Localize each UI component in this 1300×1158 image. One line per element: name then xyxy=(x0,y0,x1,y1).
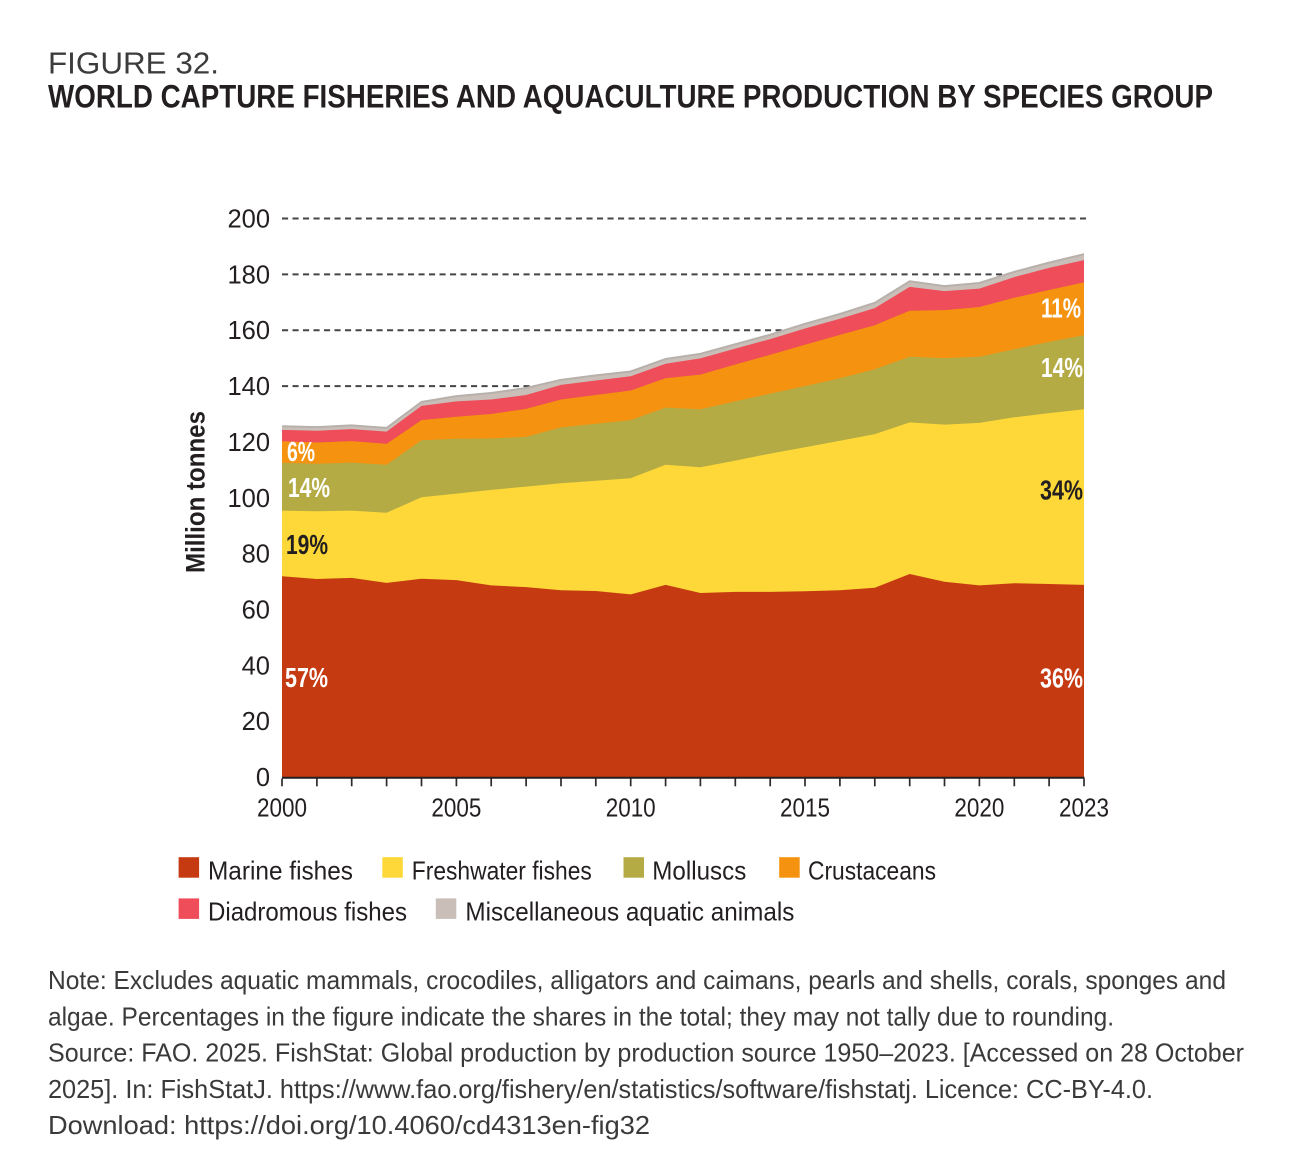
svg-text:40: 40 xyxy=(242,652,270,680)
svg-text:100: 100 xyxy=(227,485,270,513)
svg-text:2005: 2005 xyxy=(431,793,481,823)
svg-text:200: 200 xyxy=(227,206,270,234)
svg-text:60: 60 xyxy=(242,597,270,625)
svg-text:Crustaceans: Crustaceans xyxy=(808,856,936,886)
svg-text:160: 160 xyxy=(227,317,270,345)
svg-text:14%: 14% xyxy=(288,472,330,503)
svg-text:WORLD CAPTURE FISHERIES AND AQ: WORLD CAPTURE FISHERIES AND AQUACULTURE … xyxy=(48,79,1213,115)
svg-text:Marine fishes: Marine fishes xyxy=(208,856,353,886)
svg-text:34%: 34% xyxy=(1040,475,1083,506)
svg-text:14%: 14% xyxy=(1041,352,1083,383)
svg-text:36%: 36% xyxy=(1040,663,1083,694)
svg-text:20: 20 xyxy=(242,708,270,736)
svg-text:Molluscs: Molluscs xyxy=(652,856,746,886)
svg-text:19%: 19% xyxy=(286,529,328,560)
svg-text:Source: FAO. 2025. FishStat: G: Source: FAO. 2025. FishStat: Global prod… xyxy=(48,1038,1244,1068)
svg-text:Miscellaneous aquatic animals: Miscellaneous aquatic animals xyxy=(465,897,794,927)
svg-text:Download: https://doi.org/10.4: Download: https://doi.org/10.4060/cd4313… xyxy=(48,1110,650,1140)
svg-text:Million tonnes: Million tonnes xyxy=(181,411,211,573)
svg-text:80: 80 xyxy=(242,541,270,569)
svg-text:algae. Percentages in the figu: algae. Percentages in the figure indicat… xyxy=(48,1001,1114,1031)
svg-text:FIGURE 32.: FIGURE 32. xyxy=(48,46,219,81)
svg-text:57%: 57% xyxy=(285,662,328,693)
svg-text:Diadromous fishes: Diadromous fishes xyxy=(208,897,407,927)
svg-text:Freshwater fishes: Freshwater fishes xyxy=(412,856,592,886)
svg-text:2020: 2020 xyxy=(954,793,1004,823)
svg-text:0: 0 xyxy=(256,764,270,792)
svg-text:2025]. In: FishStatJ. https://: 2025]. In: FishStatJ. https://www.fao.or… xyxy=(48,1074,1153,1104)
svg-text:2010: 2010 xyxy=(606,793,656,823)
svg-text:120: 120 xyxy=(227,429,270,457)
svg-text:2000: 2000 xyxy=(257,793,307,823)
svg-text:2015: 2015 xyxy=(780,793,830,823)
svg-text:11%: 11% xyxy=(1041,293,1081,324)
svg-text:6%: 6% xyxy=(287,436,315,467)
svg-text:2023: 2023 xyxy=(1059,793,1109,823)
svg-text:180: 180 xyxy=(227,261,270,289)
svg-text:140: 140 xyxy=(227,373,270,401)
svg-text:Note: Excludes aquatic mammals: Note: Excludes aquatic mammals, crocodil… xyxy=(48,965,1226,995)
